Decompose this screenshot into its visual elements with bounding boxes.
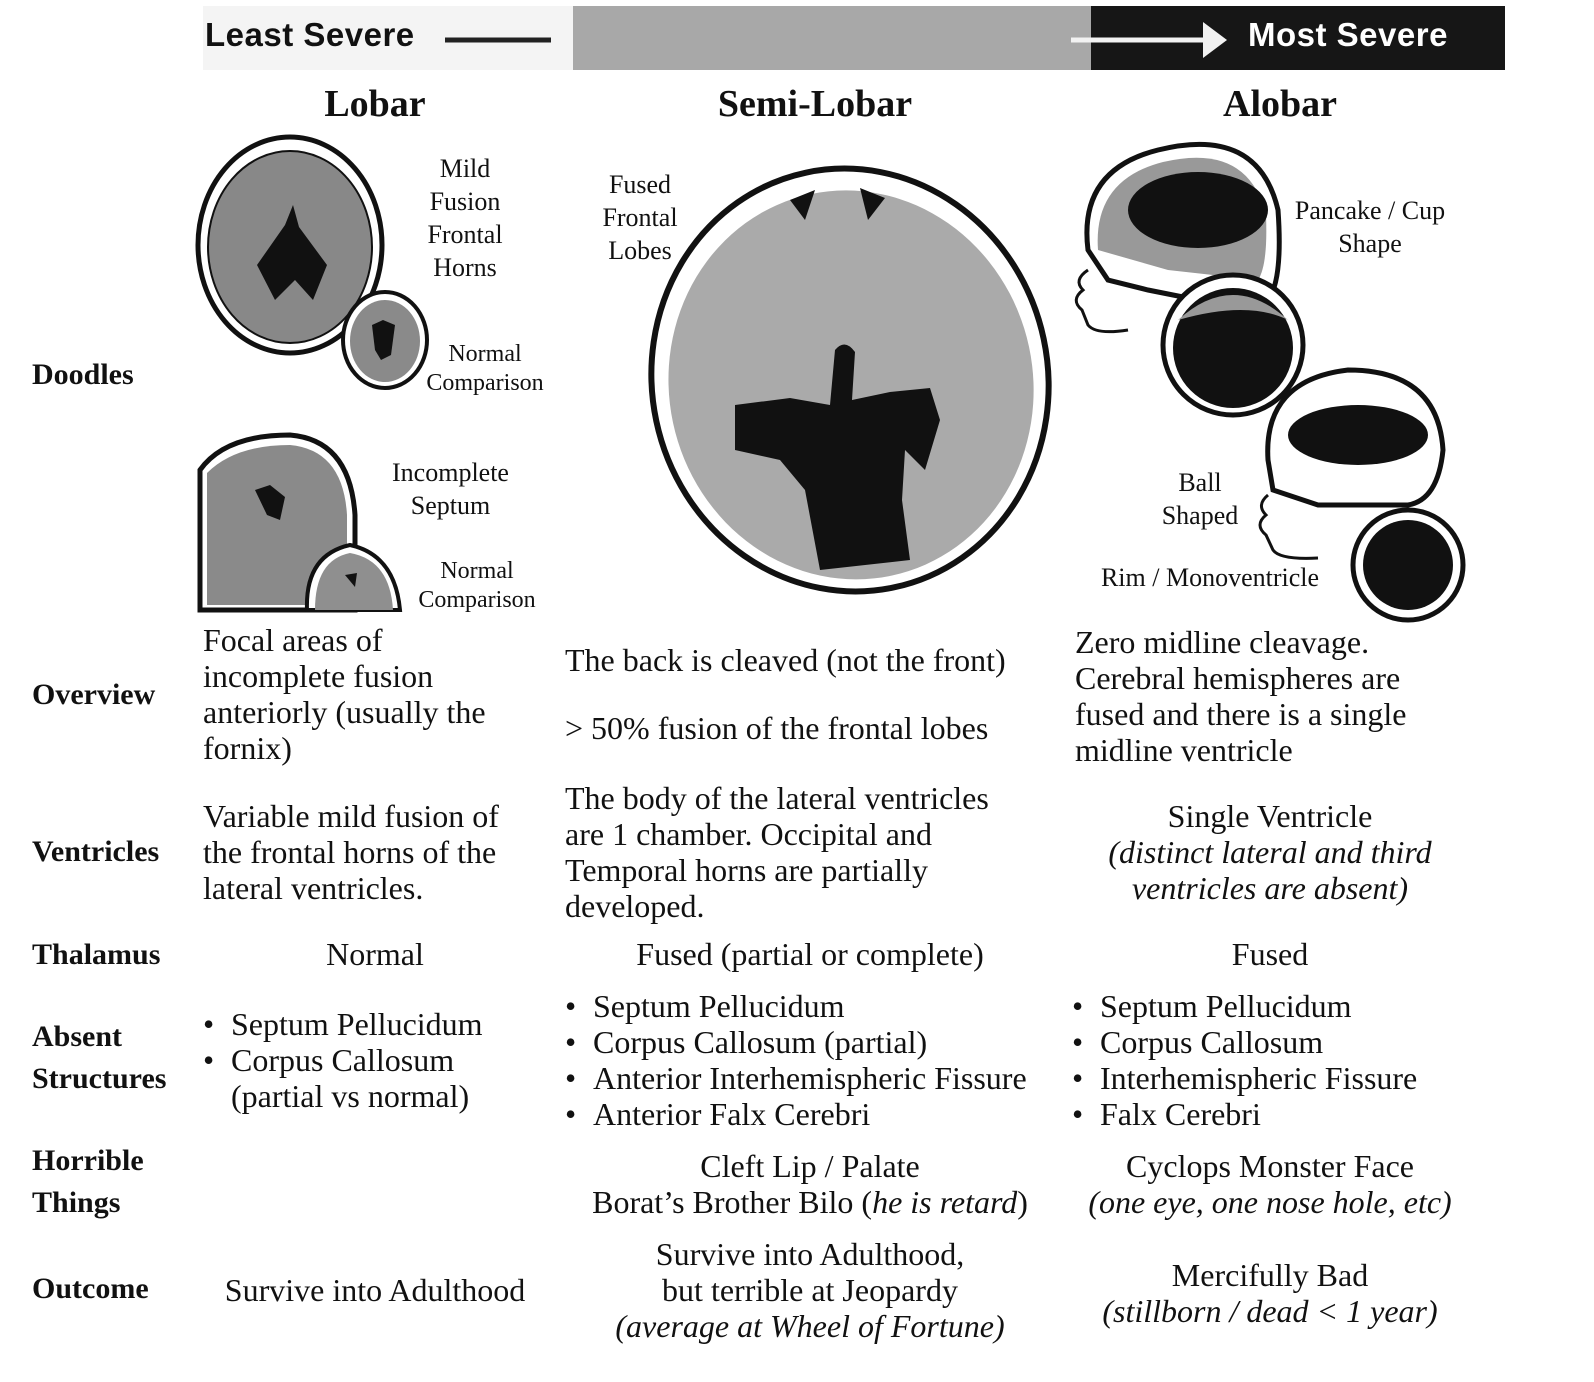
column-title-semi-lobar: Semi-Lobar [717, 83, 913, 125]
alobar-ball-brain-icon [1160, 272, 1306, 418]
row-label-thalamus: Thalamus [32, 938, 161, 971]
row-label-overview: Overview [32, 678, 156, 711]
outcome-semi-lobar: Survive into Adulthood, but terrible at … [615, 1236, 1005, 1344]
thalamus-semi-lobar: Fused (partial or complete) [636, 936, 984, 972]
label-pancake-cup-shape: Pancake / Cup Shape [1294, 196, 1446, 258]
lobar-coronal-brain-icon [197, 432, 358, 613]
alobar-pancake-head-icon [1074, 141, 1282, 334]
list-item: Corpus Callosum (partial) [565, 1024, 1065, 1060]
row-label-doodles: Doodles [32, 358, 134, 391]
list-item: Septum Pellucidum [565, 988, 1065, 1024]
list-item: Falx Cerebri [1072, 1096, 1492, 1132]
overview-lobar: Focal areas of incomplete fusion anterior… [203, 622, 486, 766]
alobar-monoventricle-icon [1350, 507, 1466, 623]
label-incomplete-septum: Incomplete Septum [392, 458, 509, 520]
overview-semi-lobar: The back is cleaved (not the front) > 50… [565, 642, 1006, 746]
list-item: Corpus Callosum [1072, 1024, 1492, 1060]
row-label-horrible-things: Horrible Things [32, 1144, 144, 1219]
row-label-absent-structures: Absent Structures [32, 1020, 167, 1095]
absent-structures-lobar: Septum Pellucidum Corpus Callosum(partia… [203, 1006, 553, 1114]
thalamus-lobar: Normal [326, 936, 424, 972]
alobar-rim-head-icon [1258, 367, 1446, 560]
list-item: Septum Pellucidum [203, 1006, 553, 1042]
semi-lobar-axial-brain-icon [648, 165, 1052, 595]
least-severe-label: Least Severe [205, 16, 415, 53]
label-mild-fusion-frontal-horns: Mild Fusion Frontal Horns [427, 154, 503, 282]
absent-structures-semi-lobar: Septum Pellucidum Corpus Callosum (parti… [565, 988, 1065, 1132]
lobar-doodles-drawing [195, 134, 429, 613]
horrible-things-alobar: Cyclops Monster Face (one eye, one nose … [1088, 1148, 1452, 1220]
list-item: Corpus Callosum(partial vs normal) [203, 1042, 553, 1114]
overview-alobar: Zero midline cleavage. Cerebral hemispher… [1075, 624, 1407, 768]
label-ball-shaped: Ball Shaped [1161, 468, 1239, 530]
alobar-doodles-drawing [1074, 141, 1466, 623]
label-fused-frontal-lobes: Fused Frontal Lobes [602, 170, 678, 265]
semi-lobar-brain-drawing [648, 165, 1052, 595]
row-label-outcome: Outcome [32, 1272, 149, 1305]
horrible-things-semi-lobar: Cleft Lip / Palate Borat’s Brother Bilo … [592, 1148, 1028, 1220]
lobar-normal-brain-icon-1 [341, 290, 429, 390]
label-normal-comparison-1: Normal Comparison [426, 341, 544, 396]
row-label-ventricles: Ventricles [32, 835, 160, 868]
lobar-normal-brain-icon-2 [304, 542, 403, 612]
list-item: Interhemispheric Fissure [1072, 1060, 1492, 1096]
lobar-axial-brain-icon [195, 134, 385, 356]
ventricles-lobar: Variable mild fusion of the frontal horns… [203, 798, 499, 906]
list-item: Anterior Interhemispheric Fissure [565, 1060, 1065, 1096]
label-rim-monoventricle: Rim / Monoventricle [1100, 563, 1320, 592]
most-severe-label: Most Severe [1248, 16, 1448, 53]
ventricles-alobar: Single Ventricle (distinct lateral and t… [1108, 798, 1432, 906]
ventricles-semi-lobar: The body of the lateral ventricles are 1 … [565, 780, 989, 924]
severity-segment-mid [573, 6, 1091, 70]
column-title-alobar: Alobar [1223, 83, 1337, 125]
severity-bar: Least Severe Most Severe [203, 6, 1505, 70]
list-item: Septum Pellucidum [1072, 988, 1492, 1024]
column-title-lobar: Lobar [324, 83, 426, 125]
label-normal-comparison-2: Normal Comparison [418, 558, 536, 613]
severity-arrow-icon [445, 22, 1227, 58]
absent-structures-alobar: Septum Pellucidum Corpus Callosum Interh… [1072, 988, 1492, 1132]
list-item: Anterior Falx Cerebri [565, 1096, 1065, 1132]
thalamus-alobar: Fused [1231, 936, 1309, 972]
outcome-lobar: Survive into Adulthood [224, 1272, 526, 1308]
outcome-alobar: Mercifully Bad (stillborn / dead < 1 yea… [1102, 1257, 1438, 1329]
